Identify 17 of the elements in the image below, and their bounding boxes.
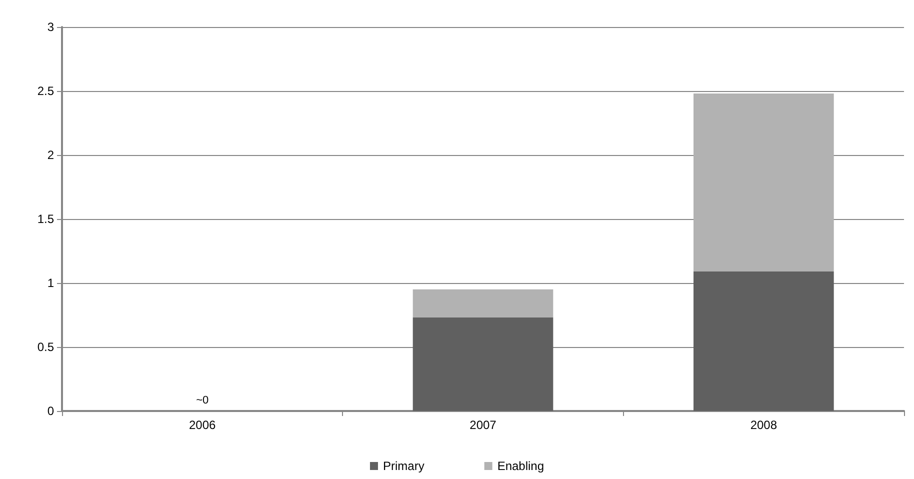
y-tick-label: 1	[47, 276, 54, 290]
x-tick-label: 2007	[470, 418, 497, 432]
bar	[412, 318, 554, 411]
y-tick-label: 2	[47, 148, 54, 162]
x-tick-label: 2008	[750, 418, 778, 432]
legend-label: Enabling	[497, 459, 544, 473]
annotation: ~0	[196, 394, 209, 406]
y-tick-label: 3	[47, 20, 54, 34]
bar	[694, 271, 834, 411]
bar	[412, 289, 554, 318]
bar	[694, 94, 834, 272]
y-tick-label: 0	[47, 404, 54, 418]
legend-label: Primary	[382, 459, 424, 473]
x-tick-label: 2006	[188, 418, 216, 432]
y-tick-label: 1.5	[37, 212, 54, 226]
y-tick-label: 0.5	[37, 340, 54, 354]
y-tick-label: 2.5	[37, 84, 54, 98]
